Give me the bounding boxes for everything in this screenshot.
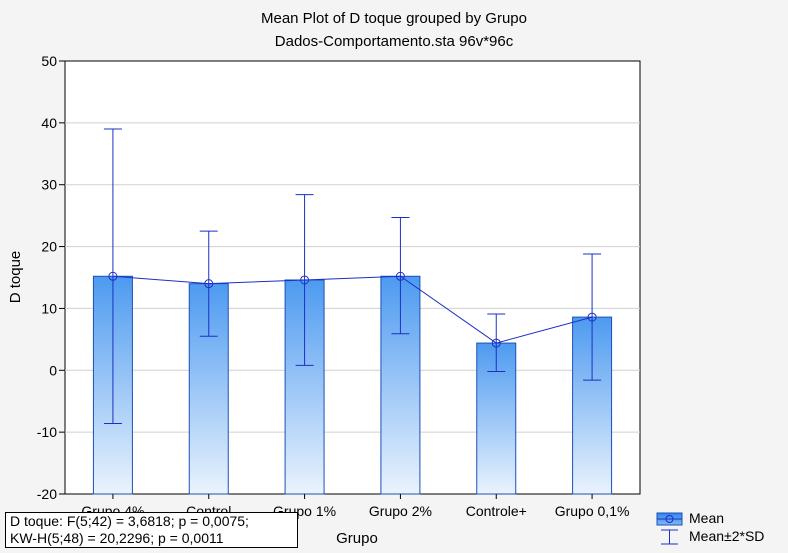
y-tick-label: 50 <box>41 53 57 69</box>
y-axis: 50 40 30 20 10 0 -10 -20 <box>37 53 65 502</box>
y-tick-label: 20 <box>41 239 57 255</box>
stats-line-anova: D toque: F(5;42) = 3,6818; p = 0,0075; <box>10 513 249 529</box>
y-tick-label: 30 <box>41 177 57 193</box>
chart-subtitle: Dados-Comportamento.sta 96v*96c <box>274 33 514 50</box>
stats-line-kruskal: KW-H(5;48) = 20,2296; p = 0,0011 <box>10 530 224 546</box>
x-tick-label: Grupo 2% <box>369 503 432 519</box>
mean-point <box>395 271 405 281</box>
legend-label-mean: Mean <box>689 510 725 526</box>
y-tick-label: -10 <box>37 424 57 440</box>
mean-connector-line <box>112 275 593 344</box>
x-axis-label: Grupo <box>336 530 378 547</box>
y-tick-label: -20 <box>37 486 57 502</box>
mean-point <box>300 275 310 285</box>
mean-line <box>108 271 597 348</box>
y-tick-label: 0 <box>49 362 57 378</box>
plot-area <box>64 60 641 495</box>
chart-title: Mean Plot of D toque grouped by Grupo <box>260 10 527 27</box>
legend-mean-swatch <box>656 512 683 526</box>
y-tick-label: 40 <box>41 115 57 131</box>
legend-sd-swatch <box>661 529 678 545</box>
x-tick-label: Grupo 0,1% <box>555 503 630 519</box>
mean-point <box>587 312 597 322</box>
gridlines <box>65 122 640 433</box>
x-tick-label: Controle+ <box>466 503 527 519</box>
statistics-box: D toque: F(5;42) = 3,6818; p = 0,0075; K… <box>5 512 298 548</box>
mean-point <box>491 338 501 348</box>
mean-point <box>204 279 214 289</box>
legend-label-sd: Mean±2*SD <box>689 528 765 544</box>
y-axis-label: D toque <box>7 251 24 304</box>
y-tick-label: 10 <box>41 300 57 316</box>
mean-point <box>108 271 118 281</box>
